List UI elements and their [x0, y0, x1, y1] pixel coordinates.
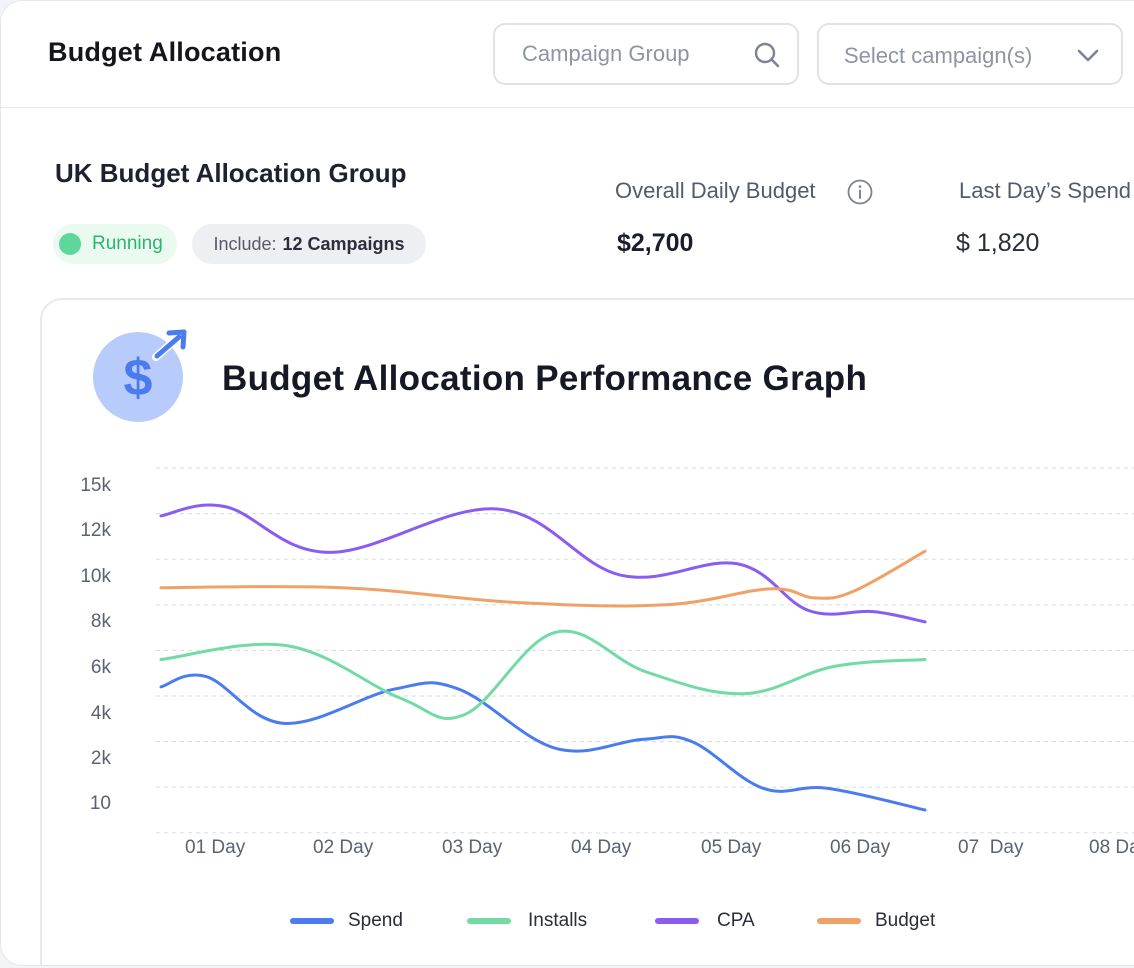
page-title: Budget Allocation: [48, 37, 282, 67]
legend-label: CPA: [717, 910, 755, 931]
info-icon[interactable]: [847, 179, 873, 205]
dollar-symbol: $: [124, 349, 153, 407]
include-badge[interactable]: Include: 12 Campaigns: [192, 224, 426, 264]
legend-swatch: [290, 918, 334, 924]
y-tick-label: 10k: [80, 566, 111, 587]
dollar-growth-icon: $: [93, 329, 187, 422]
legend-swatch: [467, 918, 511, 924]
legend-item-cpa[interactable]: CPA: [655, 909, 755, 933]
graph-card: [40, 298, 1134, 965]
legend-label: Budget: [875, 910, 936, 931]
y-tick-label: 15k: [80, 475, 111, 496]
y-tick-label: 4k: [90, 703, 111, 724]
x-tick-label: 05 Day: [701, 837, 762, 858]
top-bar: Budget Allocation Select campaign(s): [1, 1, 1134, 108]
series-line-spend: [159, 673, 927, 812]
x-tick-label: 08 Day: [1089, 837, 1134, 858]
x-tick-label: 01 Day: [185, 837, 246, 858]
legend-swatch: [817, 918, 861, 924]
series-line-installs: [159, 629, 927, 720]
y-tick-label: 10: [89, 793, 111, 814]
status-text: Running: [92, 233, 163, 254]
legend-swatch: [655, 918, 699, 924]
x-tick-label: 02 Day: [313, 837, 374, 858]
graph-title: Budget Allocation Performance Graph: [222, 359, 868, 398]
x-tick-label: 04 Day: [571, 837, 632, 858]
campaign-group-search[interactable]: [493, 23, 799, 85]
legend-label: Spend: [348, 910, 403, 931]
daily-budget-label: Overall Daily Budget: [615, 178, 816, 203]
y-tick-label: 12k: [80, 520, 111, 541]
search-icon[interactable]: [753, 41, 781, 69]
legend-item-budget[interactable]: Budget: [817, 909, 935, 933]
status-dot: [59, 233, 81, 255]
x-tick-label: 07 Day: [958, 837, 1024, 858]
legend-item-installs[interactable]: Installs: [467, 909, 587, 933]
legend-item-spend[interactable]: Spend: [290, 909, 403, 933]
legend-label: Installs: [528, 910, 588, 931]
y-tick-label: 8k: [90, 611, 111, 632]
y-tick-label: 6k: [90, 657, 111, 678]
series-line-cpa: [159, 503, 927, 624]
status-badge: Running: [53, 224, 177, 264]
daily-budget-value: $2,700: [617, 229, 694, 257]
y-tick-label: 2k: [90, 748, 111, 769]
series-line-budget: [159, 549, 927, 608]
search-input[interactable]: [520, 40, 744, 68]
x-tick-label: 03 Day: [442, 837, 503, 858]
include-value: 12 Campaigns: [282, 233, 405, 254]
campaign-select[interactable]: Select campaign(s): [817, 23, 1123, 85]
chevron-down-icon: [1077, 49, 1099, 62]
x-tick-label: 06 Day: [830, 837, 891, 858]
campaign-select-label: Select campaign(s): [844, 43, 1033, 68]
group-name: UK Budget Allocation Group: [55, 158, 407, 188]
last-spend-value: $ 1,820: [956, 229, 1040, 257]
include-prefix: Include:: [213, 233, 277, 254]
last-spend-label: Last Day’s Spend: [959, 178, 1132, 203]
